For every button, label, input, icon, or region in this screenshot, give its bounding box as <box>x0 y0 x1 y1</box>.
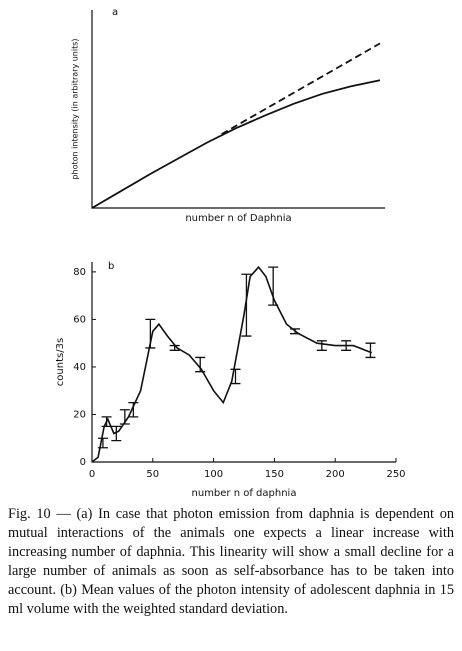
axes <box>91 10 385 209</box>
x-tick-label: 200 <box>326 469 345 480</box>
error-bar <box>365 342 376 359</box>
panel-label: a <box>112 7 118 18</box>
y-tick-label: 0 <box>80 457 86 468</box>
x-axis-label: number n of daphnia <box>192 488 297 499</box>
y-axis-label: counts/3s <box>55 338 66 386</box>
error-bar <box>290 328 301 335</box>
error-bar <box>316 340 327 351</box>
error-bar <box>241 273 252 337</box>
error-bar <box>145 318 156 349</box>
figure: a number n of Daphnia photon intensity (in… <box>55 7 406 499</box>
error-bar <box>169 344 180 351</box>
x-tick-label: 250 <box>386 469 405 480</box>
x-tick-label: 100 <box>204 469 223 480</box>
curve <box>91 79 381 209</box>
curve <box>221 42 381 135</box>
error-bar <box>111 425 122 442</box>
y-tick-label: 60 <box>73 314 86 325</box>
error-bar <box>97 437 108 449</box>
error-bar <box>268 266 279 306</box>
error-bar <box>101 416 112 428</box>
x-tick-label: 0 <box>89 469 95 480</box>
x-tick-label: 50 <box>146 469 159 480</box>
x-axis-label: number n of Daphnia <box>185 213 291 224</box>
error-bar <box>230 368 241 385</box>
caption: Fig. 10 — (a) In case that photon emissi… <box>8 506 454 617</box>
error-bar <box>341 340 352 351</box>
axes <box>91 262 396 463</box>
y-tick-label: 40 <box>73 362 86 373</box>
x-tick-label: 150 <box>265 469 284 480</box>
y-axis-label: photon intensity (in arbitrary units) <box>71 38 80 179</box>
y-tick-label: 20 <box>73 409 86 420</box>
error-bar <box>119 409 130 425</box>
y-tick-label: 80 <box>73 267 86 278</box>
panel-label: b <box>108 261 114 272</box>
error-bar <box>128 401 139 418</box>
error-bar <box>195 356 206 373</box>
fit-curve <box>91 265 372 463</box>
